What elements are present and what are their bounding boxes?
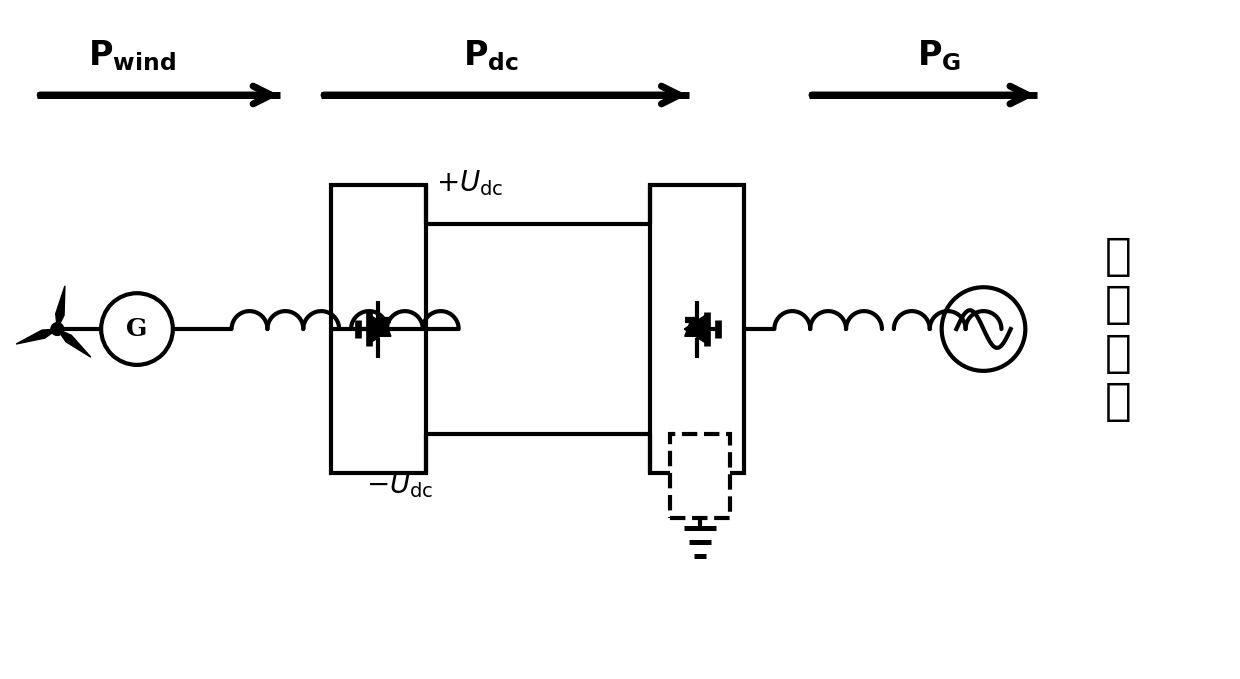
Polygon shape bbox=[684, 320, 697, 336]
Text: G: G bbox=[126, 317, 148, 341]
Polygon shape bbox=[684, 314, 707, 344]
Polygon shape bbox=[56, 286, 64, 329]
Circle shape bbox=[941, 287, 1025, 371]
Text: $\mathbf{P}_{\mathbf{G}}$: $\mathbf{P}_{\mathbf{G}}$ bbox=[916, 38, 961, 73]
Text: $\mathbf{P}_{\mathbf{dc}}$: $\mathbf{P}_{\mathbf{dc}}$ bbox=[463, 38, 518, 73]
Text: $+U_{\rm dc}$: $+U_{\rm dc}$ bbox=[435, 168, 503, 198]
Text: 接
地
装
置: 接 地 装 置 bbox=[1105, 236, 1131, 423]
Bar bbox=[331, 185, 425, 473]
Polygon shape bbox=[57, 329, 91, 357]
Polygon shape bbox=[370, 314, 392, 344]
Bar bbox=[650, 185, 744, 473]
Circle shape bbox=[52, 324, 62, 334]
Polygon shape bbox=[378, 320, 391, 336]
Polygon shape bbox=[16, 329, 57, 344]
Bar bbox=[670, 434, 729, 518]
Circle shape bbox=[102, 293, 172, 365]
Text: $\mathbf{P}_{\mathbf{wind}}$: $\mathbf{P}_{\mathbf{wind}}$ bbox=[88, 38, 176, 73]
Text: $-U_{\rm dc}$: $-U_{\rm dc}$ bbox=[366, 471, 434, 500]
